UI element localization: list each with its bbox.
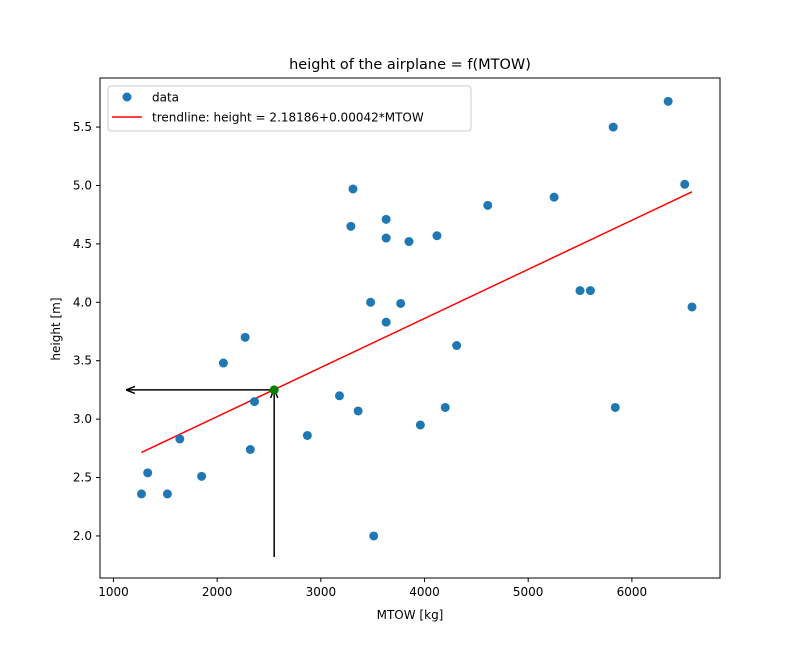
trendline (141, 191, 693, 454)
x-tick-label: 5000 (513, 585, 544, 599)
data-point (136, 489, 146, 499)
data-point (381, 233, 391, 243)
data-point (348, 184, 358, 194)
chart-title: height of the airplane = f(MTOW) (289, 57, 531, 73)
x-tick-label: 6000 (617, 585, 648, 599)
data-point (369, 531, 379, 541)
data-point (415, 420, 425, 430)
data-point (575, 286, 585, 296)
data-point (610, 402, 620, 412)
data-point (334, 391, 344, 401)
data-point (302, 430, 312, 440)
y-tick-label: 5.0 (73, 178, 92, 192)
data-point (483, 200, 493, 210)
x-tick-label: 3000 (306, 585, 337, 599)
data-point (381, 214, 391, 224)
data-point (404, 237, 414, 247)
data-point (353, 406, 363, 416)
y-tick-label: 4.0 (73, 295, 92, 309)
data-point (585, 286, 595, 296)
y-tick-label: 3.0 (73, 412, 92, 426)
data-point (162, 489, 172, 499)
legend-label-data: data (152, 91, 179, 105)
x-tick-label: 1000 (98, 585, 129, 599)
data-point (680, 179, 690, 189)
y-tick-label: 2.5 (73, 471, 92, 485)
data-point (366, 297, 376, 307)
data-point (197, 471, 207, 481)
data-point (687, 302, 697, 312)
data-point (440, 402, 450, 412)
legend-label-trendline: trendline: height = 2.18186+0.00042*MTOW (152, 111, 424, 125)
y-tick-label: 4.5 (73, 237, 92, 251)
data-point (346, 221, 356, 231)
data-point (549, 192, 559, 202)
data-point (245, 444, 255, 454)
legend-box (107, 85, 472, 132)
plot-frame (99, 77, 721, 579)
legend: data trendline: height = 2.18186+0.00042*… (107, 85, 472, 132)
data-point (432, 231, 442, 241)
y-tick-label: 2.0 (73, 529, 92, 543)
data-point (608, 122, 618, 132)
data-point (175, 434, 185, 444)
data-point (396, 298, 406, 308)
x-tick-label: 4000 (409, 585, 440, 599)
y-tick-label: 5.5 (73, 120, 92, 134)
data-point (663, 96, 673, 106)
highlight-point (269, 385, 279, 395)
data-point (143, 468, 153, 478)
x-tick-label: 2000 (202, 585, 233, 599)
data-point (240, 332, 250, 342)
x-axis: 1000 2000 3000 4000 5000 6000 (98, 578, 647, 599)
x-axis-label: MTOW [kg] (377, 608, 444, 622)
data-point (452, 341, 462, 351)
y-tick-label: 3.5 (73, 354, 92, 368)
data-point (381, 317, 391, 327)
data-point (218, 358, 228, 368)
data-point (249, 397, 259, 407)
y-axis: 2.0 2.5 3.0 3.5 4.0 4.5 5.0 5.5 (73, 120, 100, 543)
legend-marker-data (122, 92, 132, 102)
plot-area (99, 77, 721, 579)
y-axis-label: height [m] (49, 297, 63, 360)
